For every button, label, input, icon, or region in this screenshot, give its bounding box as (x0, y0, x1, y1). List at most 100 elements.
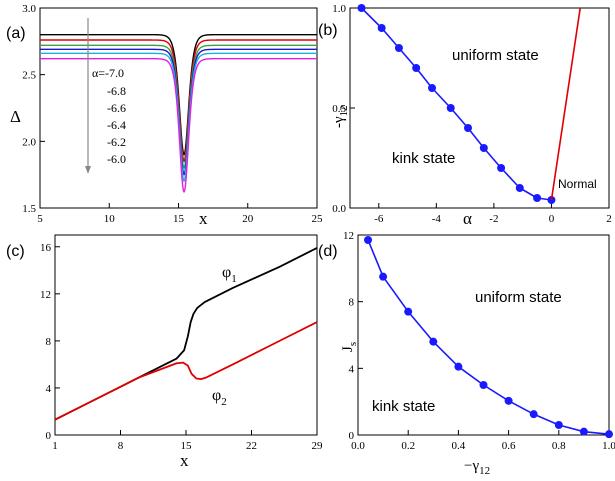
y-tick-label: 2.5 (22, 70, 36, 82)
x-tick-label: 15 (181, 440, 193, 452)
y-tick-label: 8 (46, 336, 52, 348)
data-point (429, 337, 438, 346)
panel-b-kink-label: kink state (392, 150, 455, 167)
data-point (379, 272, 388, 281)
panel-a: 5 10 15 20 25 1.5 2.0 2.5 3.0 (a) Δ x α=-7.0 -6.… (6, 3, 323, 228)
data-point (454, 362, 463, 371)
series-line (550, 7, 582, 201)
x-tick-label: -4 (432, 213, 442, 225)
data-point (404, 307, 413, 316)
y-tick-label: 0 (349, 430, 355, 442)
y-tick-label: 1.0 (332, 3, 346, 15)
series-line (360, 7, 552, 201)
panel-d-xlabel: −γ12 (464, 458, 490, 477)
y-tick-label: 0.0 (332, 203, 346, 215)
panel-a-ticks: 5 10 15 20 25 1.5 2.0 2.5 3.0 (22, 3, 323, 225)
panel-a-legend-item: -6.4 (107, 118, 126, 132)
panel-c-frame (54, 234, 318, 436)
data-point (364, 236, 373, 244)
panel-a-lines (39, 33, 318, 193)
panel-b-uniform-label: uniform state (452, 47, 539, 64)
y-tick-label: 12 (343, 230, 354, 242)
y-tick-label: 1.5 (22, 203, 36, 215)
panel-b-xlabel: α (463, 209, 472, 228)
data-point (377, 24, 386, 32)
panel-b-label: (b) (318, 22, 338, 39)
y-tick-label: 8 (349, 297, 355, 309)
panel-d-kink-label: kink state (372, 398, 435, 415)
data-point (479, 381, 488, 389)
panel-d-ticks: 0.0 0.2 0.4 0.6 0.8 1.0 0 4 8 12 (343, 230, 615, 452)
arrow-down-icon (85, 166, 91, 174)
x-tick-label: 0.2 (401, 440, 415, 452)
x-tick-label: 5 (37, 213, 43, 225)
panel-c-ticks: 1 8 15 22 29 0 4 8 12 16 (40, 242, 323, 452)
panel-d-ylabel: Js (340, 342, 359, 352)
data-point (529, 410, 538, 419)
x-tick-label: 22 (246, 440, 257, 452)
panel-c-xlabel: x (180, 451, 189, 470)
panel-d-frame (357, 234, 610, 436)
panel-c-lines (54, 247, 318, 421)
panel-b-lines (357, 4, 582, 204)
panel-a-label: (a) (6, 25, 26, 42)
data-point (533, 194, 542, 202)
panel-b-ylabel: -γ12 (331, 105, 350, 128)
panel-a-xlabel: x (199, 209, 208, 228)
x-tick-label: 2 (606, 213, 612, 225)
panel-a-legend-item: -6.6 (107, 101, 126, 115)
panel-d-label: (d) (318, 243, 338, 260)
panel-d-uniform-label: uniform state (475, 289, 562, 306)
series-line (39, 57, 318, 193)
x-tick-label: 0.0 (351, 440, 365, 452)
x-tick-label: 0 (549, 213, 555, 225)
panel-c-phi1-label: φ1 (222, 264, 237, 285)
y-tick-label: 3.0 (22, 3, 36, 15)
panel-a-legend-item: -6.8 (107, 84, 126, 98)
panel-d: 0.0 0.2 0.4 0.6 0.8 1.0 0 4 8 12 (d) Js −γ12 unif… (318, 230, 615, 477)
data-point (463, 124, 472, 132)
series-line (54, 247, 318, 421)
panel-a-legend-item: -6.2 (107, 135, 126, 149)
data-point (394, 44, 403, 52)
data-point (515, 184, 524, 192)
x-tick-label: -6 (374, 213, 384, 225)
data-point (412, 64, 421, 72)
panel-a-legend-title: α=-7.0 (92, 66, 124, 80)
panel-a-ylabel: Δ (10, 107, 21, 126)
x-tick-label: 25 (312, 213, 324, 225)
data-point (357, 4, 366, 12)
x-tick-label: 20 (242, 213, 254, 225)
y-tick-label: 4 (349, 363, 355, 375)
y-tick-label: 2.0 (22, 136, 36, 148)
panel-c-phi2-label: φ2 (212, 387, 227, 408)
x-tick-label: -2 (489, 213, 498, 225)
panel-b: -6 -4 -2 0 2 0.0 0.5 1.0 (b) -γ12 α uniform sta… (318, 3, 612, 228)
series-line (54, 321, 318, 421)
x-tick-label: 1.0 (602, 440, 615, 452)
y-tick-label: 0.5 (332, 103, 346, 115)
y-tick-label: 0 (46, 430, 52, 442)
data-point (579, 427, 588, 436)
x-tick-label: 1 (52, 440, 58, 452)
y-tick-label: 16 (40, 242, 52, 254)
x-tick-label: 10 (104, 213, 116, 225)
panel-c-label: (c) (6, 243, 25, 260)
panel-b-ticks: -6 -4 -2 0 2 0.0 0.5 1.0 (332, 3, 612, 225)
data-point (504, 396, 513, 405)
data-point (446, 104, 455, 112)
y-tick-label: 4 (46, 383, 52, 395)
x-tick-label: 0.4 (452, 440, 466, 452)
panel-d-lines (364, 236, 613, 439)
data-point (479, 144, 488, 152)
x-tick-label: 0.8 (552, 440, 566, 452)
data-point (554, 421, 563, 429)
data-point (497, 164, 506, 172)
panel-b-normal-label: Normal (558, 177, 597, 191)
data-point (605, 430, 613, 439)
data-point (428, 84, 437, 92)
x-tick-label: 0.6 (502, 440, 516, 452)
x-tick-label: 15 (173, 213, 185, 225)
x-tick-label: 29 (312, 440, 324, 452)
